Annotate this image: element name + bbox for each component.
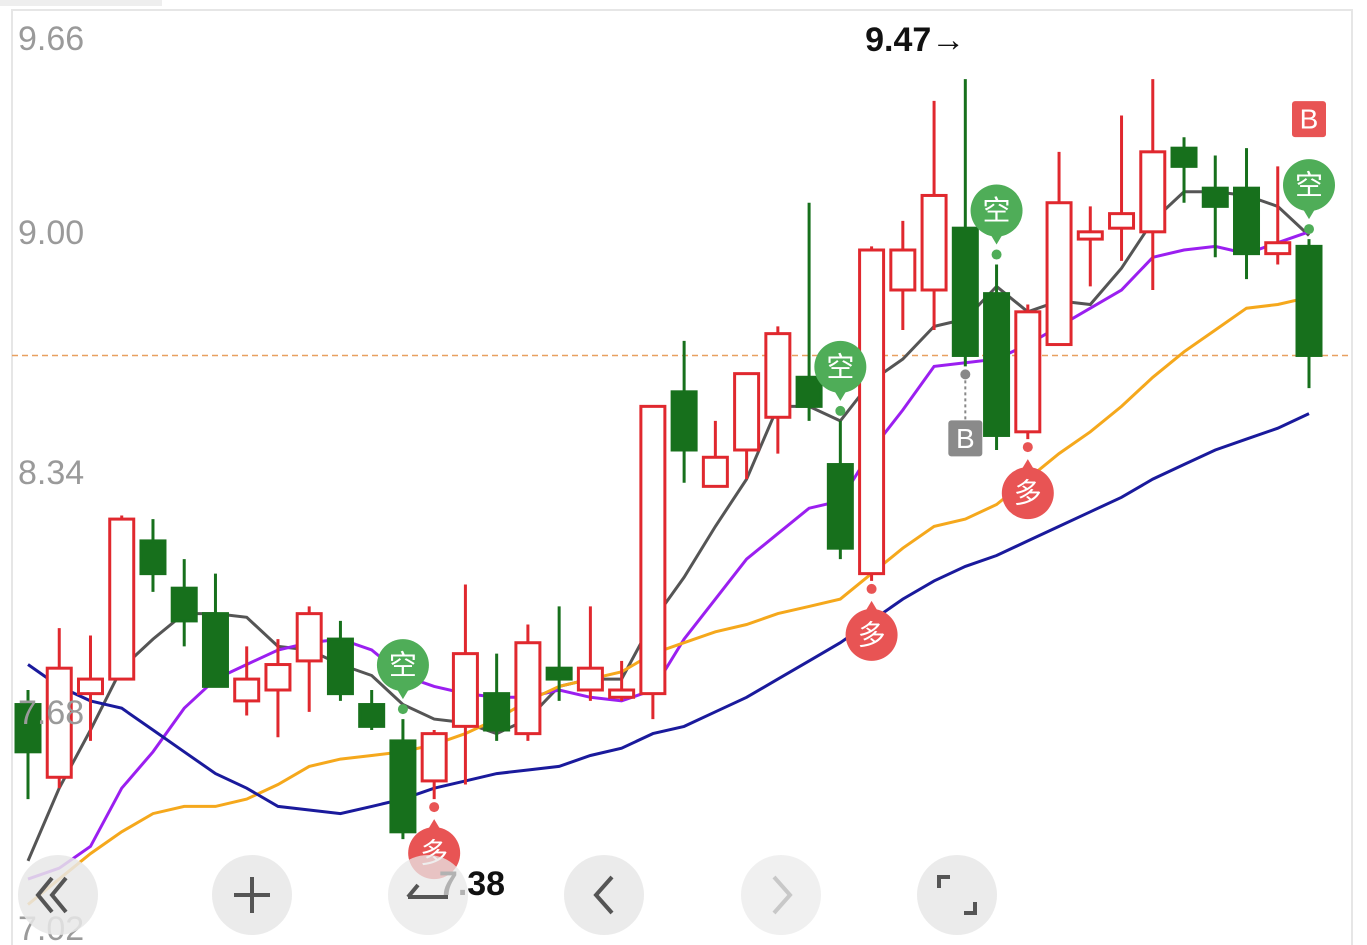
candle-body xyxy=(514,641,542,736)
candle-body xyxy=(139,539,167,576)
candle-body xyxy=(108,517,136,681)
y-tick-label: 7.68 xyxy=(18,694,84,732)
candle-body xyxy=(826,463,854,550)
candle-body xyxy=(889,248,917,292)
candle-body xyxy=(1014,310,1042,434)
candle-body xyxy=(670,390,698,452)
signal-bubble xyxy=(845,608,898,661)
signal-label: 空 xyxy=(1295,170,1323,201)
candle-body xyxy=(1170,146,1198,168)
signal-dot xyxy=(397,704,408,715)
candle-body xyxy=(1233,186,1261,256)
candle-body xyxy=(951,226,979,357)
signal-marker: 空 xyxy=(1283,159,1335,220)
signal-dot xyxy=(1022,442,1033,453)
candle-body xyxy=(1295,244,1323,357)
candle-body xyxy=(76,677,104,696)
candle-body xyxy=(1201,186,1229,208)
ma-line xyxy=(26,190,1311,862)
candle-body xyxy=(389,739,417,834)
signal-marker: 多 xyxy=(1001,459,1054,520)
candle-body xyxy=(326,637,354,696)
ma-line xyxy=(27,412,1310,816)
y-tick-label: 9.00 xyxy=(18,214,84,252)
fullscreen-button[interactable] xyxy=(917,855,997,935)
candle-body xyxy=(920,193,948,292)
candle-body xyxy=(451,652,479,728)
signal-label: 多 xyxy=(1014,478,1042,509)
candle-body xyxy=(1076,230,1104,241)
signal-marker: 空 xyxy=(814,340,867,401)
candles xyxy=(14,79,1323,840)
signal-label: 空 xyxy=(389,650,417,681)
y-tick-label: 8.34 xyxy=(18,454,84,492)
signal-dot xyxy=(429,802,440,813)
signal-marker: 多 xyxy=(845,600,898,661)
signal-dot xyxy=(866,583,877,594)
candle-body xyxy=(358,703,386,728)
next-button[interactable] xyxy=(741,855,821,935)
candle-body xyxy=(701,455,729,488)
candle-body xyxy=(1108,212,1136,230)
plot-frame xyxy=(11,9,1353,945)
collapse-button[interactable] xyxy=(18,855,98,935)
candle-body xyxy=(264,663,292,692)
signal-label: 空 xyxy=(983,195,1011,226)
signal-label: B xyxy=(1300,104,1319,135)
signal-dot xyxy=(835,405,846,416)
signal-label: B xyxy=(956,423,975,454)
signal-dot xyxy=(991,249,1002,260)
zoom-out-button[interactable] xyxy=(388,855,468,935)
toolbar xyxy=(18,855,997,935)
candle-body xyxy=(295,612,323,663)
candle-body xyxy=(201,612,229,688)
signal-bubble xyxy=(1283,159,1335,212)
candle-body xyxy=(983,292,1011,437)
signal-bubble xyxy=(970,184,1023,237)
signal-label: 空 xyxy=(826,351,854,382)
candle-body xyxy=(795,375,823,408)
high-label: 9.47→ xyxy=(865,21,965,59)
candle-body xyxy=(576,666,604,692)
signal-bubble xyxy=(1001,467,1054,520)
signal-marker: 空 xyxy=(970,184,1023,245)
candle-body xyxy=(420,732,448,783)
tab xyxy=(0,0,162,6)
signal-label: 多 xyxy=(858,619,886,650)
candle-body xyxy=(608,688,636,699)
signal-bubble xyxy=(376,639,429,692)
candle-body xyxy=(45,666,73,779)
ma-line xyxy=(27,230,1310,881)
candle-body xyxy=(858,248,886,576)
labels: 7.027.688.349.009.669.47→7.38 xyxy=(18,20,965,945)
candle-body xyxy=(1045,201,1073,347)
candle-body xyxy=(170,586,198,623)
signal-box xyxy=(1292,101,1326,138)
signal-dot xyxy=(1304,224,1314,235)
candle-body xyxy=(1264,241,1292,256)
prev-button[interactable] xyxy=(564,855,644,935)
ma-line xyxy=(27,295,1310,906)
zoom-in-button[interactable] xyxy=(212,855,292,935)
candle-body xyxy=(733,372,761,452)
signal-marker: 空 xyxy=(376,639,429,700)
candle-body xyxy=(545,666,573,681)
candle-body xyxy=(1139,150,1167,234)
signal-box xyxy=(948,420,983,457)
y-tick-label: 9.66 xyxy=(18,20,84,58)
candle-body xyxy=(14,703,42,754)
candle-body xyxy=(233,677,261,703)
ma-lines xyxy=(26,190,1311,906)
candle-body xyxy=(639,404,667,696)
candle-body xyxy=(483,692,511,732)
signal-bubble xyxy=(814,340,867,393)
candle-body xyxy=(764,332,792,419)
